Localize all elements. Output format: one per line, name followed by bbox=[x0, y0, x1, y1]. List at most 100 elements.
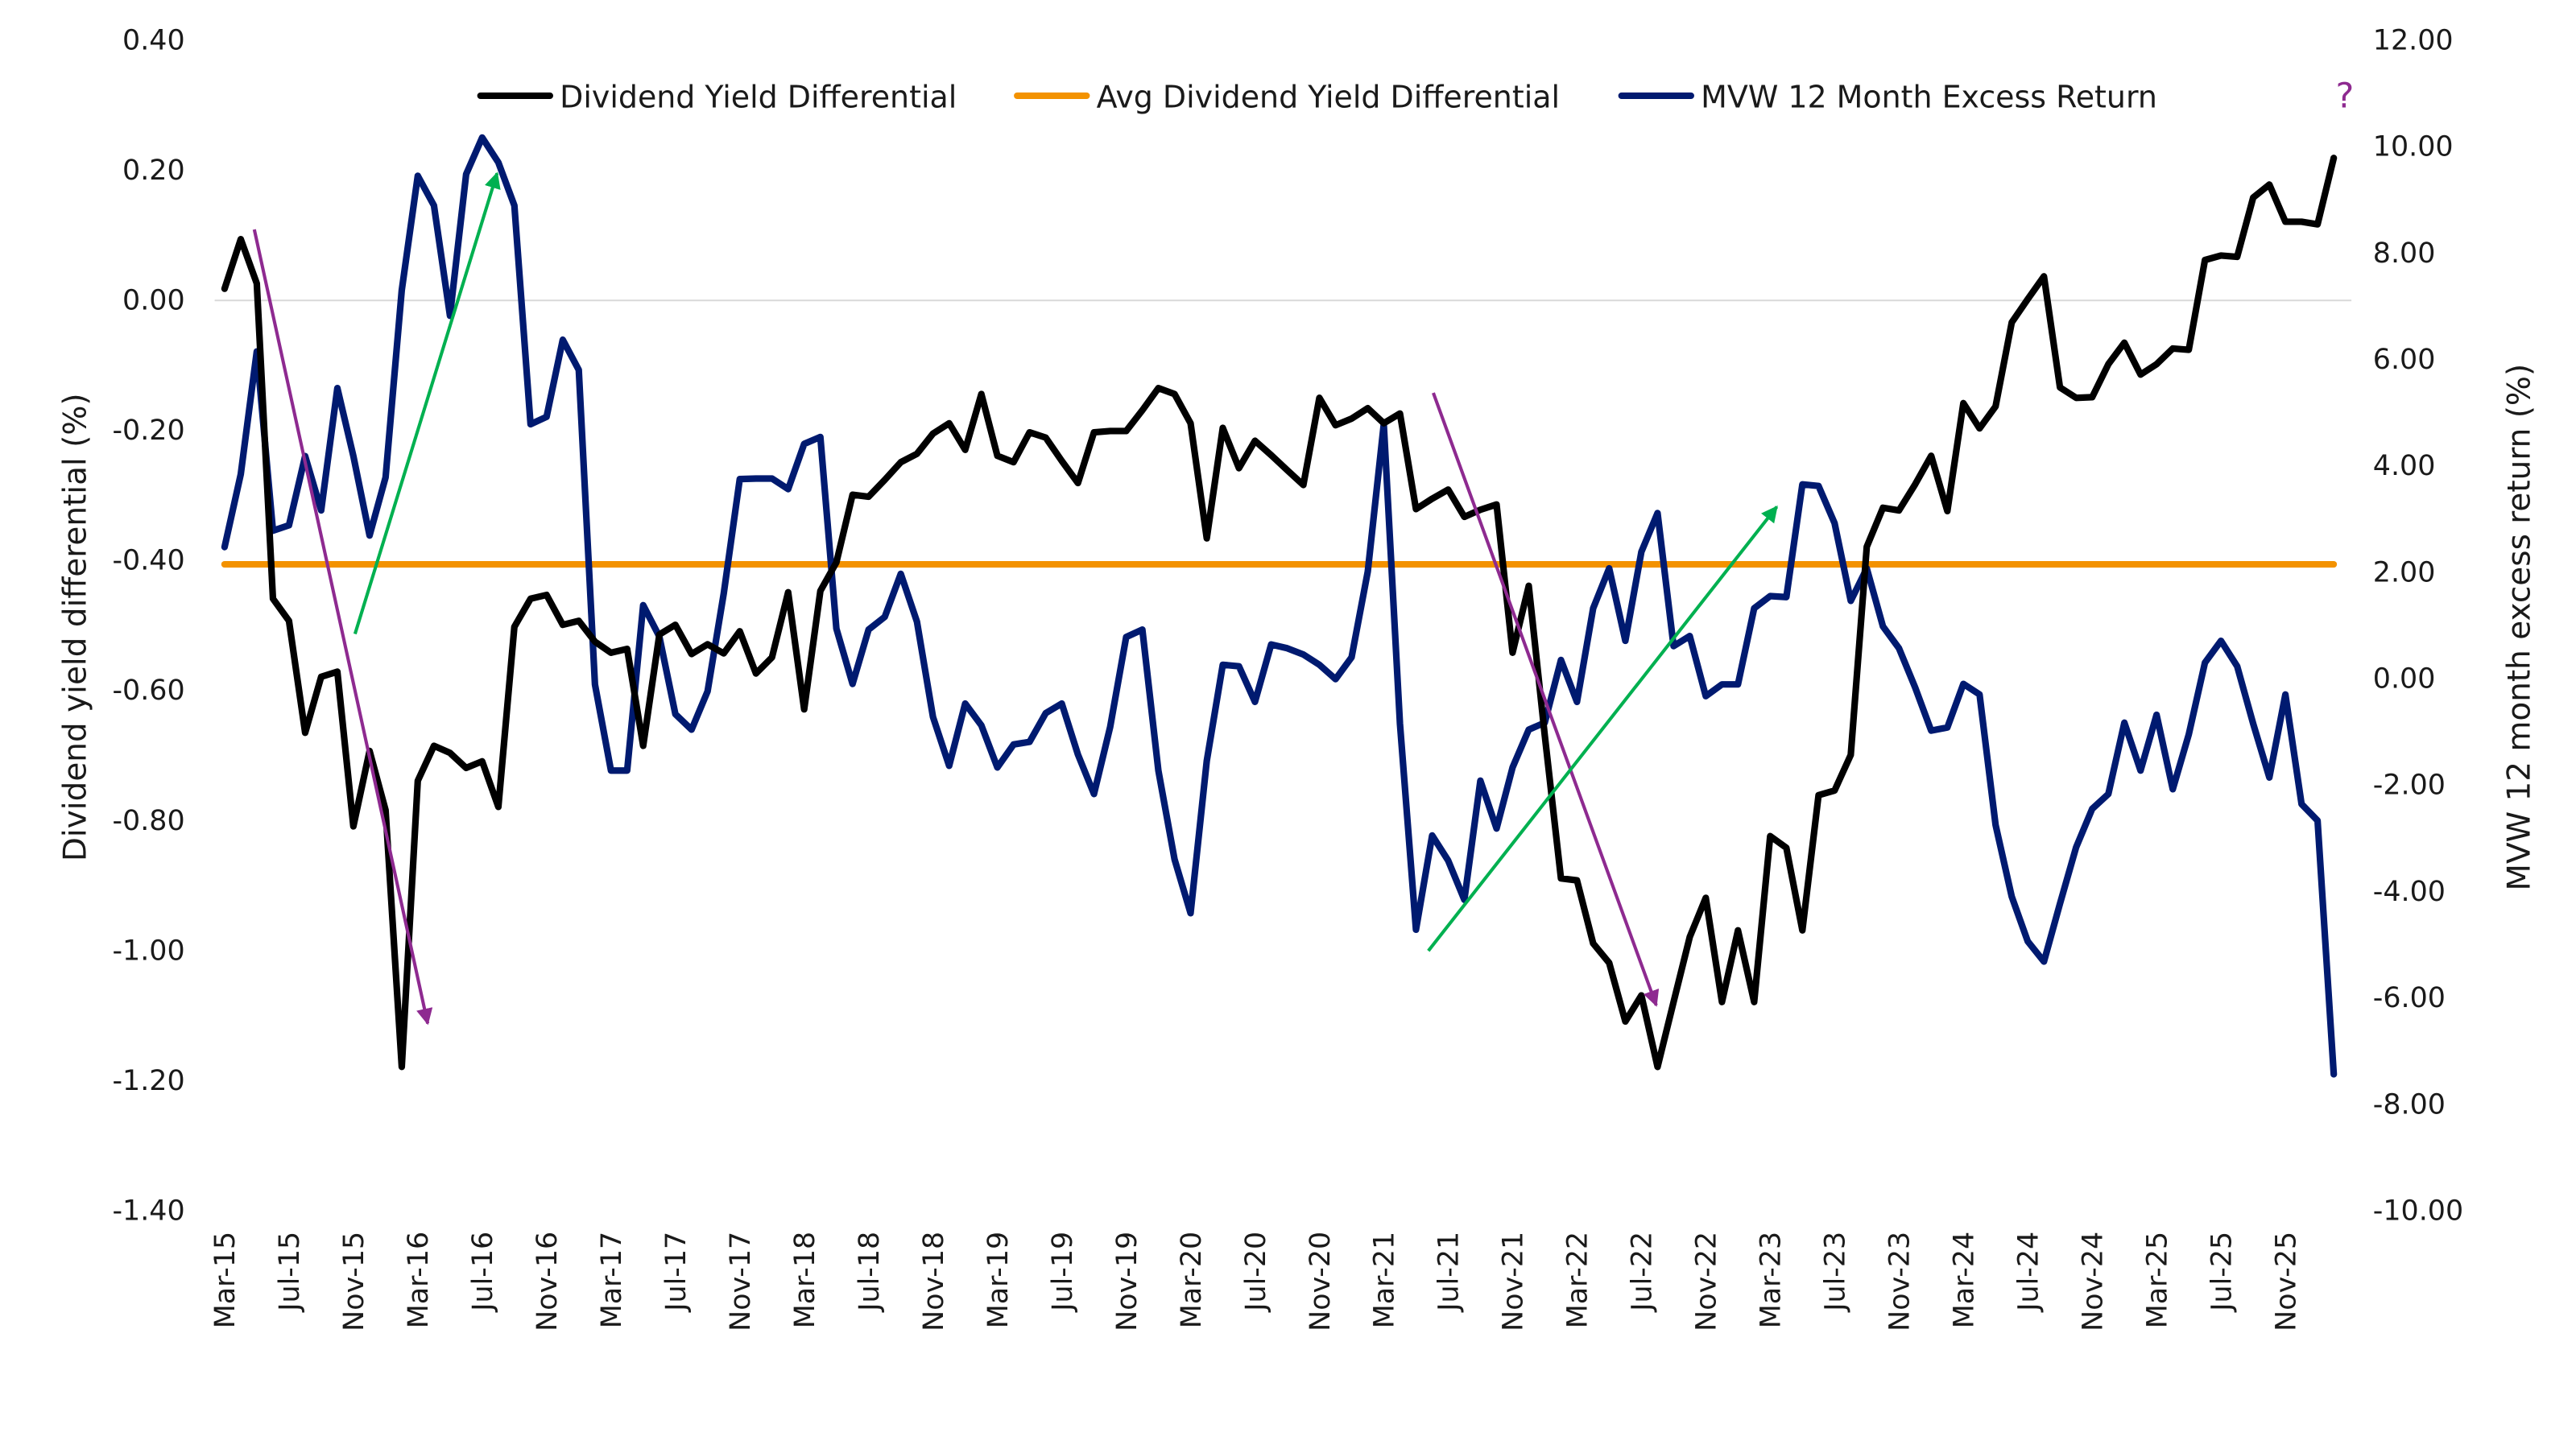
point-mvw-excess-return-Sep-20 bbox=[1284, 645, 1290, 651]
point-mvw-excess-return-Apr-25 bbox=[2169, 786, 2176, 792]
point-dividend-yield-Jan-20 bbox=[1155, 385, 1161, 391]
point-mvw-excess-return-Nov-25 bbox=[2282, 691, 2289, 698]
point-dividend-yield-Jul-24 bbox=[2024, 295, 2031, 302]
point-dividend-yield-May-19 bbox=[1026, 429, 1032, 435]
points-dividend-yield bbox=[221, 155, 2337, 1070]
x-tick-label: Jul-21 bbox=[1433, 1232, 1466, 1313]
x-tick-label: Nov-24 bbox=[2077, 1232, 2109, 1331]
point-dividend-yield-Apr-20 bbox=[1203, 535, 1209, 542]
point-mvw-excess-return-Feb-25 bbox=[2137, 767, 2144, 774]
point-dividend-yield-Sep-23 bbox=[1863, 543, 1870, 550]
point-dividend-yield-Feb-26 bbox=[2330, 155, 2337, 161]
point-mvw-excess-return-Jun-20 bbox=[1235, 663, 1242, 670]
right-tick-label: 4.00 bbox=[2373, 450, 2436, 482]
point-dividend-yield-May-21 bbox=[1412, 506, 1419, 512]
point-dividend-yield-Aug-21 bbox=[1461, 514, 1467, 520]
point-dividend-yield-Jul-16 bbox=[479, 758, 486, 765]
point-dividend-yield-Feb-20 bbox=[1171, 390, 1177, 397]
point-dividend-yield-Oct-19 bbox=[1106, 427, 1113, 434]
point-dividend-yield-Nov-21 bbox=[1509, 650, 1515, 656]
point-dividend-yield-May-16 bbox=[447, 749, 453, 756]
point-mvw-excess-return-Aug-18 bbox=[882, 613, 888, 620]
point-dividend-yield-Feb-22 bbox=[1557, 875, 1564, 881]
point-mvw-excess-return-Mar-16 bbox=[415, 172, 421, 179]
x-tick-label: Nov-22 bbox=[1691, 1232, 1723, 1331]
x-tick-label: Nov-17 bbox=[725, 1232, 757, 1331]
point-mvw-excess-return-Mar-23 bbox=[1767, 592, 1773, 599]
point-dividend-yield-Jun-18 bbox=[850, 492, 856, 498]
point-mvw-excess-return-Jun-21 bbox=[1429, 832, 1435, 839]
point-dividend-yield-Oct-15 bbox=[334, 668, 341, 675]
point-mvw-excess-return-Oct-20 bbox=[1300, 651, 1306, 658]
left-axis-ticks: 0.40 0.20 0.00 -0.20 -0.40 -0.60 -0.80 -1.00 -1.… bbox=[112, 25, 184, 1228]
point-mvw-excess-return-Oct-22 bbox=[1686, 633, 1693, 639]
point-mvw-excess-return-Oct-24 bbox=[2073, 844, 2079, 850]
point-dividend-yield-Jul-23 bbox=[1831, 787, 1838, 794]
legend-label-mvw-excess-return: MVW 12 Month Excess Return bbox=[1701, 79, 2157, 114]
point-mvw-excess-return-Nov-21 bbox=[1509, 764, 1515, 770]
point-dividend-yield-Jun-25 bbox=[2202, 257, 2208, 263]
point-dividend-yield-Apr-18 bbox=[817, 588, 824, 594]
point-mvw-excess-return-Jul-15 bbox=[286, 522, 292, 528]
point-mvw-excess-return-Sep-15 bbox=[318, 507, 325, 514]
x-tick-label: Mar-15 bbox=[209, 1232, 242, 1328]
point-mvw-excess-return-Jun-25 bbox=[2202, 659, 2208, 666]
x-tick-label: Jul-20 bbox=[1240, 1232, 1272, 1313]
point-mvw-excess-return-Jun-22 bbox=[1622, 638, 1628, 644]
point-dividend-yield-Aug-16 bbox=[495, 803, 502, 810]
right-tick-label: -6.00 bbox=[2373, 982, 2446, 1014]
point-dividend-yield-Nov-19 bbox=[1123, 427, 1129, 434]
point-mvw-excess-return-Apr-20 bbox=[1203, 757, 1209, 764]
point-dividend-yield-Sep-25 bbox=[2250, 194, 2256, 200]
point-mvw-excess-return-Jun-23 bbox=[1815, 483, 1821, 489]
point-dividend-yield-Dec-16 bbox=[560, 621, 566, 628]
point-dividend-yield-Jan-26 bbox=[2314, 221, 2321, 228]
point-dividend-yield-Nov-17 bbox=[737, 628, 743, 634]
point-mvw-excess-return-Apr-21 bbox=[1396, 720, 1403, 727]
x-tick-label: Nov-23 bbox=[1884, 1232, 1916, 1331]
point-mvw-excess-return-Mar-20 bbox=[1187, 910, 1193, 916]
point-dividend-yield-Jul-20 bbox=[1251, 437, 1258, 444]
point-dividend-yield-Aug-24 bbox=[2041, 273, 2047, 279]
right-tick-label: 12.00 bbox=[2373, 25, 2454, 57]
point-dividend-yield-Jun-19 bbox=[1042, 434, 1048, 440]
point-dividend-yield-Dec-20 bbox=[1332, 422, 1338, 428]
annotation-arrow-up-1 bbox=[353, 171, 501, 635]
left-tick-label: -1.40 bbox=[112, 1195, 184, 1227]
point-mvw-excess-return-Dec-18 bbox=[946, 762, 953, 769]
point-mvw-excess-return-Dec-25 bbox=[2298, 801, 2305, 807]
right-tick-label: -10.00 bbox=[2373, 1195, 2463, 1227]
point-mvw-excess-return-Dec-15 bbox=[366, 532, 373, 539]
point-mvw-excess-return-Dec-20 bbox=[1332, 675, 1338, 682]
point-dividend-yield-Mar-15 bbox=[221, 285, 228, 291]
point-mvw-excess-return-Jun-18 bbox=[850, 680, 856, 687]
x-tick-label: Nov-21 bbox=[1498, 1232, 1530, 1331]
point-dividend-yield-Oct-25 bbox=[2266, 181, 2272, 188]
x-tick-label: Nov-16 bbox=[531, 1232, 564, 1331]
point-mvw-excess-return-Sep-18 bbox=[898, 571, 904, 577]
point-dividend-yield-May-22 bbox=[1606, 960, 1612, 966]
left-tick-label: -0.20 bbox=[112, 415, 184, 447]
point-dividend-yield-Oct-17 bbox=[721, 650, 727, 657]
left-tick-label: -0.60 bbox=[112, 675, 184, 707]
point-mvw-excess-return-Jun-16 bbox=[463, 171, 469, 177]
point-dividend-yield-Mar-19 bbox=[994, 452, 1000, 459]
point-dividend-yield-Sep-20 bbox=[1284, 467, 1290, 473]
point-dividend-yield-Jun-21 bbox=[1429, 495, 1435, 502]
point-dividend-yield-May-18 bbox=[833, 559, 840, 566]
x-tick-label: Jul-23 bbox=[1820, 1232, 1852, 1313]
x-tick-label: Mar-18 bbox=[789, 1232, 821, 1328]
point-mvw-excess-return-Jun-19 bbox=[1042, 710, 1048, 716]
point-mvw-excess-return-Sep-19 bbox=[1090, 790, 1097, 797]
point-mvw-excess-return-Apr-19 bbox=[1010, 741, 1016, 748]
point-mvw-excess-return-May-24 bbox=[1992, 822, 1999, 828]
point-mvw-excess-return-Jan-20 bbox=[1155, 767, 1161, 774]
point-dividend-yield-Feb-21 bbox=[1364, 405, 1371, 411]
point-dividend-yield-Jan-22 bbox=[1541, 732, 1548, 738]
x-tick-label: Mar-17 bbox=[596, 1232, 628, 1328]
point-mvw-excess-return-Jan-23 bbox=[1735, 681, 1741, 687]
point-dividend-yield-Jul-25 bbox=[2218, 252, 2224, 258]
point-dividend-yield-Mar-22 bbox=[1573, 877, 1580, 884]
point-mvw-excess-return-Nov-24 bbox=[2089, 806, 2095, 812]
annotation-arrow-up-2 bbox=[1427, 505, 1779, 952]
